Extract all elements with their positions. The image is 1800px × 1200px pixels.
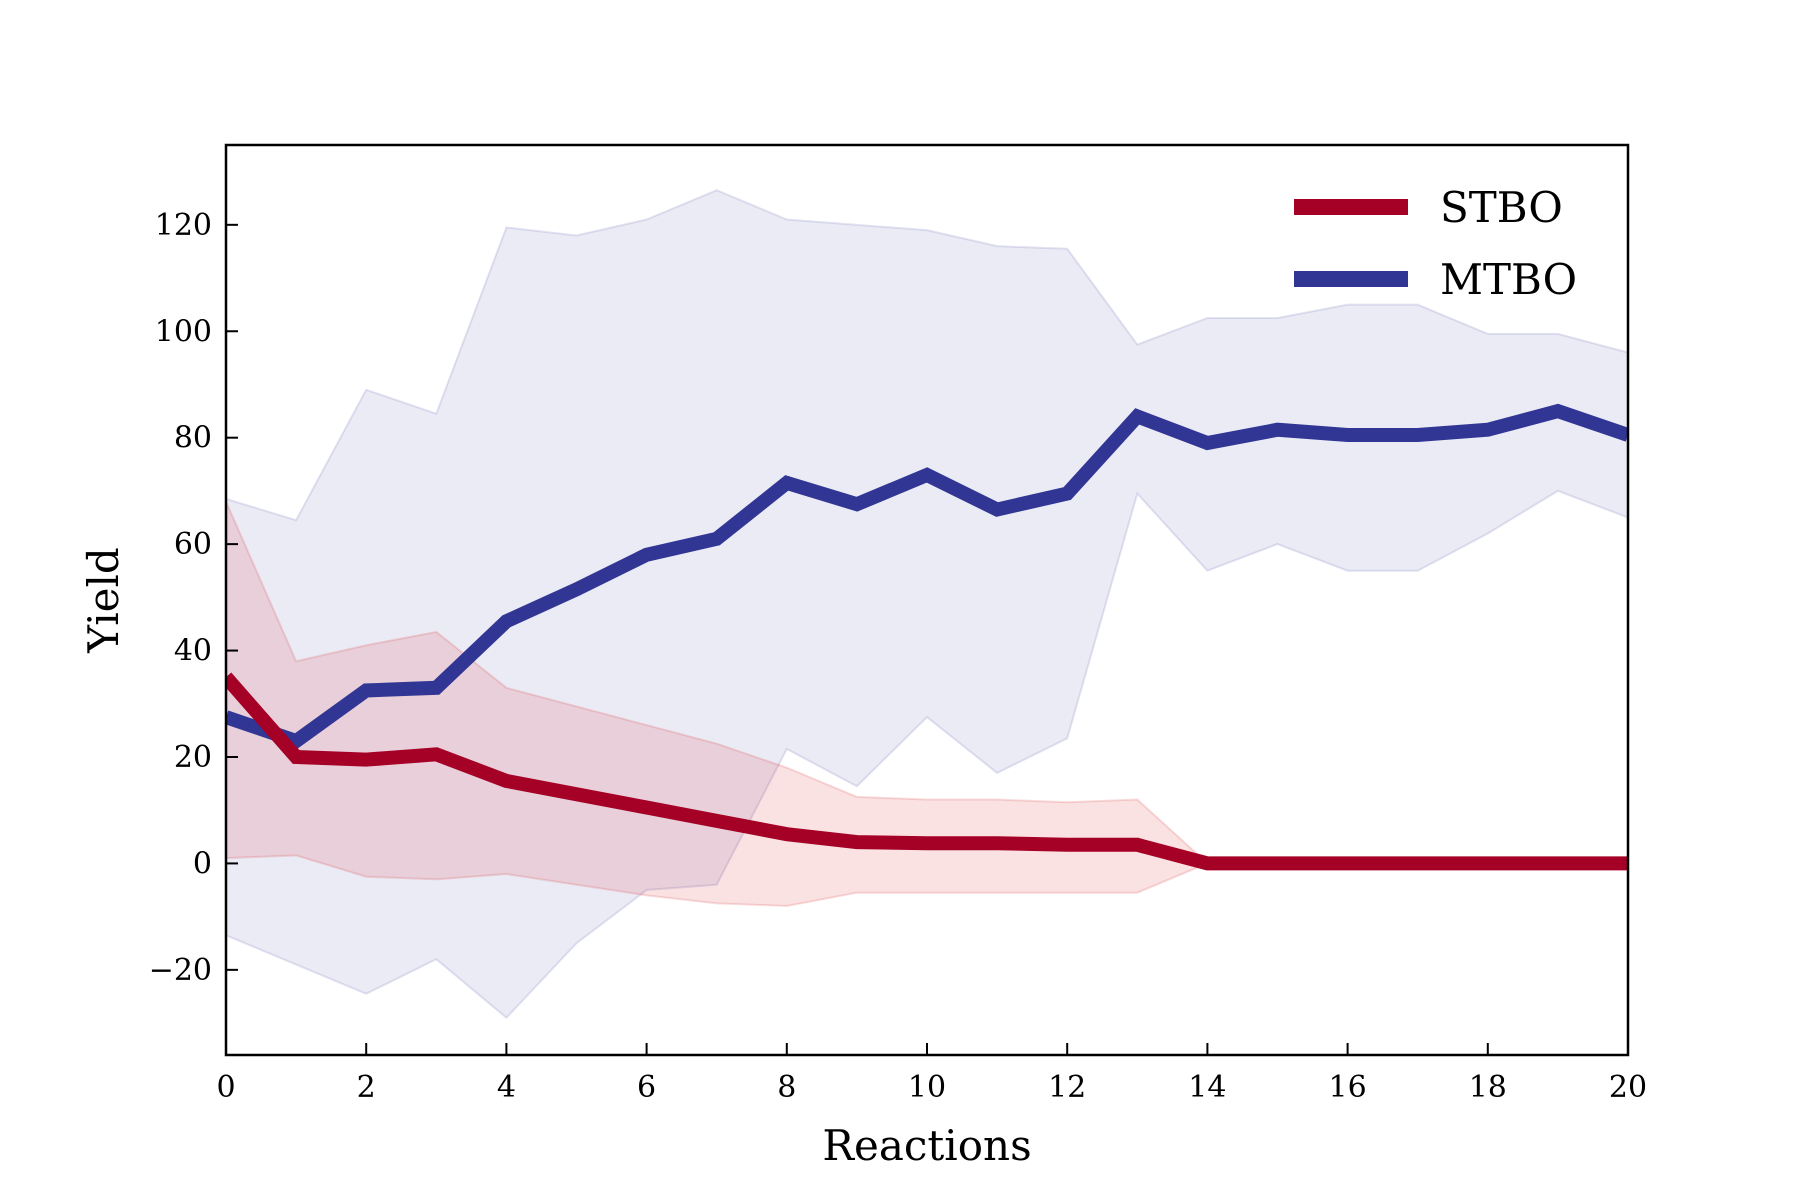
series-lines — [226, 403, 1628, 871]
y-axis-ticks: −20 0 20 40 60 80 100 120 — [149, 208, 238, 988]
x-tick-label: 14 — [1188, 1070, 1226, 1105]
y-axis-label: Yield — [79, 547, 128, 654]
legend-label-mtbo: MTBO — [1440, 255, 1577, 304]
x-tick-label: 4 — [497, 1070, 516, 1105]
y-tick-label: −20 — [149, 953, 212, 988]
x-tick-label: 20 — [1609, 1070, 1647, 1105]
y-tick-label: 40 — [174, 634, 212, 669]
x-tick-label: 2 — [357, 1070, 376, 1105]
y-tick-label: 80 — [174, 421, 212, 456]
band-mtbo — [226, 189, 1628, 1020]
x-tick-label: 18 — [1469, 1070, 1507, 1105]
legend: STBO MTBO — [1294, 183, 1577, 304]
y-tick-label: 60 — [174, 527, 212, 562]
x-tick-label: 16 — [1329, 1070, 1367, 1105]
y-tick-label: 20 — [174, 740, 212, 775]
confidence-bands — [226, 189, 1628, 1020]
y-tick-label: 100 — [155, 314, 212, 349]
x-axis-label: Reactions — [822, 1121, 1031, 1170]
line-stbo — [226, 672, 1628, 871]
y-tick-label: 0 — [193, 846, 212, 881]
y-tick-label: 120 — [155, 208, 212, 243]
x-axis-ticks: 0 2 4 6 8 10 12 14 16 18 20 — [216, 1043, 1647, 1105]
x-tick-label: 8 — [777, 1070, 796, 1105]
x-tick-label: 10 — [908, 1070, 946, 1105]
x-tick-label: 6 — [637, 1070, 656, 1105]
line-mtbo — [226, 403, 1628, 749]
legend-label-stbo: STBO — [1440, 183, 1563, 232]
x-tick-label: 12 — [1048, 1070, 1086, 1105]
x-tick-label: 0 — [216, 1070, 235, 1105]
